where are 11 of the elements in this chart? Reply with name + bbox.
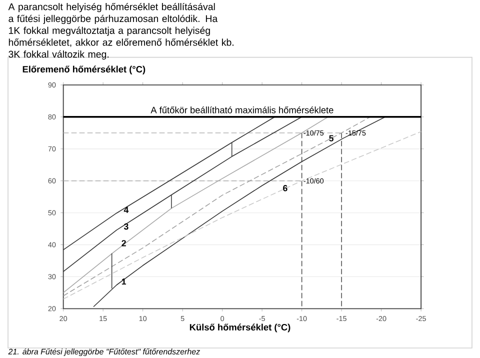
y-axis-title: Előremenő hőmérséklet (°C) (22, 66, 146, 74)
annotation: 4 (124, 206, 129, 213)
text: 21. ábra Fűtési jelleggörbe "Fűtőtest" fűtőrendszerhez (8, 348, 200, 356)
annotation: 1 (122, 278, 126, 285)
annotation: 6 (283, 185, 288, 192)
x-axis-title: Külső hőmérséklet (°C) (190, 324, 290, 332)
ref-line-label: A fűtőkör beállítható maximális hőmérséklete (150, 106, 334, 114)
annotation: 5 (329, 135, 334, 142)
text: A parancsolt helyiség hőmérséklet beállításával a fűtési jelleggörbe párhuzamosan eltolódik. Ha 1K fokkal megváltoztatja a parancsolt helyiség hőmérsékletet, akkor az előremenő hőmérséklet kb. 3K fokkal változik meg. (8, 2, 234, 60)
annotation: 2 (122, 240, 126, 246)
annotation: 3 (124, 223, 128, 230)
